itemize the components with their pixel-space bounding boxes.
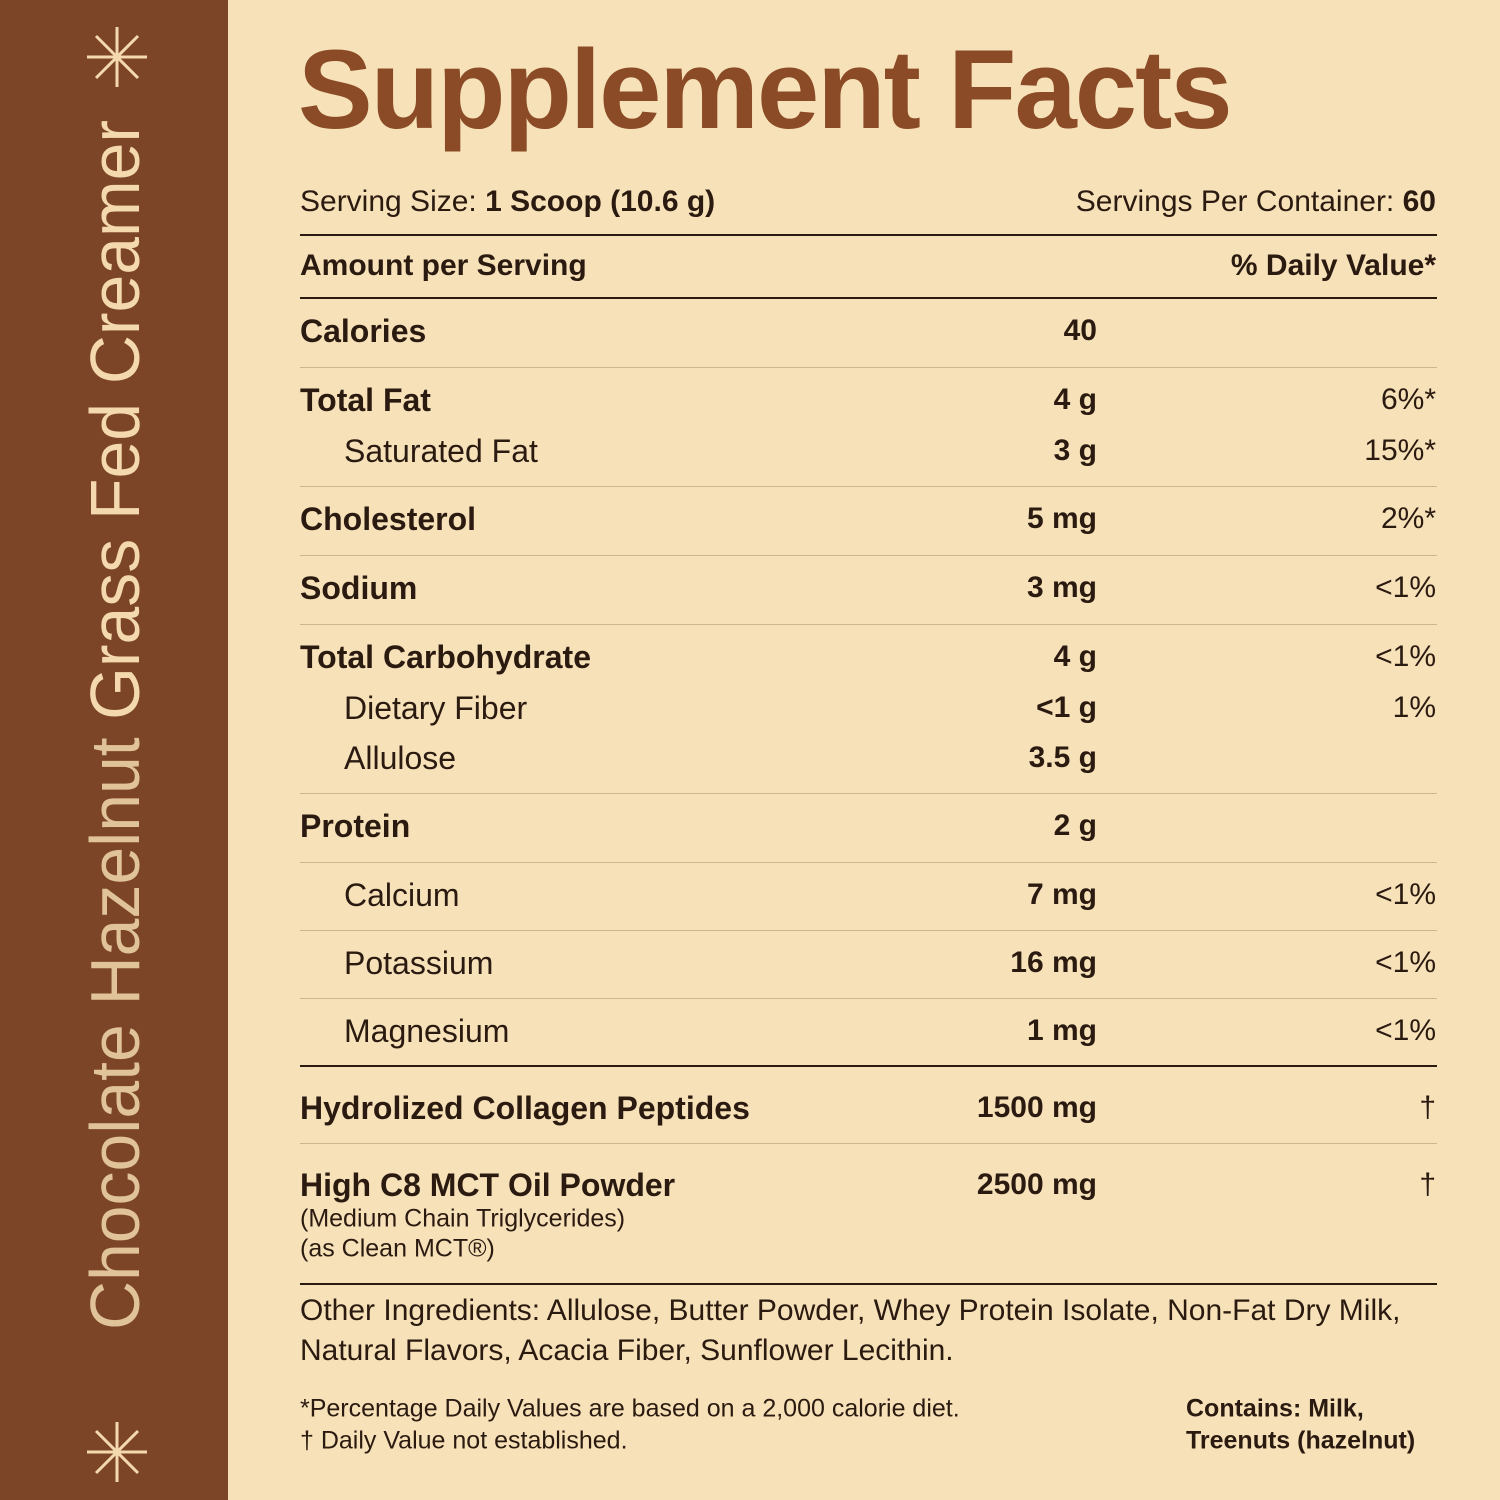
label: Serving Size: xyxy=(300,185,477,218)
daily-value: 6%* xyxy=(1380,383,1436,416)
amount: 3.5 g xyxy=(1028,741,1097,774)
note: (as Clean MCT®) xyxy=(300,1234,495,1263)
rule xyxy=(300,486,1437,487)
daily-value: 15%* xyxy=(1364,434,1436,467)
footnote: † Daily Value not established. xyxy=(300,1426,628,1455)
rule xyxy=(300,793,1437,794)
daily-value: 1% xyxy=(1392,691,1436,724)
amount: 40 xyxy=(1063,314,1097,347)
allergen: Contains: Milk, xyxy=(1186,1394,1364,1423)
sub-nutrient-name: Saturated Fat xyxy=(344,433,538,469)
nutrient-name: Calories xyxy=(300,313,427,349)
note: (Medium Chain Triglycerides) xyxy=(300,1204,626,1233)
amount: 1 mg xyxy=(1026,1014,1097,1047)
allergen: Treenuts (hazelnut) xyxy=(1186,1426,1416,1455)
daily-value: <1% xyxy=(1375,640,1436,673)
rule xyxy=(300,862,1437,863)
serving-size: Serving Size: 1 Scoop (10.6 g) xyxy=(300,187,715,217)
daily-value: <1% xyxy=(1375,1014,1436,1047)
amount: 3 mg xyxy=(1026,571,1097,604)
sidebar-art: Chocolate Hazelnut Grass Fed Creamer xyxy=(76,27,154,1482)
value: 1 Scoop (10.6 g) xyxy=(485,185,716,218)
sun-icon xyxy=(87,27,147,87)
nutrient-name: Hydrolized Collagen Peptides xyxy=(300,1090,750,1126)
amount: 4 g xyxy=(1053,383,1097,416)
amount: 2 g xyxy=(1053,809,1097,842)
daily-value: † xyxy=(1419,1168,1436,1201)
daily-value: <1% xyxy=(1375,571,1436,604)
sub-nutrient-name: Dietary Fiber xyxy=(344,690,528,726)
rule xyxy=(300,624,1437,625)
rule xyxy=(300,297,1437,299)
daily-value: † xyxy=(1419,1091,1436,1124)
daily-value: <1% xyxy=(1375,878,1436,911)
daily-value: 2%* xyxy=(1380,502,1436,535)
amount: 4 g xyxy=(1053,640,1097,673)
sub-nutrient-name: Calcium xyxy=(344,877,460,913)
footnote: *Percentage Daily Values are based on a … xyxy=(300,1394,960,1423)
header-amount: Amount per Serving xyxy=(300,249,587,282)
rule xyxy=(300,555,1437,556)
product-name: Chocolate Hazelnut Grass Fed Creamer xyxy=(76,120,154,1330)
rule xyxy=(300,1283,1437,1285)
amount: <1 g xyxy=(1036,691,1097,724)
sun-icon xyxy=(87,1422,147,1482)
header-dv: % Daily Value* xyxy=(1230,249,1436,282)
nutrient-name: Sodium xyxy=(300,570,418,606)
amount: 5 mg xyxy=(1026,502,1097,535)
rule xyxy=(300,367,1437,368)
product: Chocolate Hazelnut xyxy=(76,737,154,1330)
rule xyxy=(300,1065,1437,1067)
sub-nutrient-name: Magnesium xyxy=(344,1013,510,1049)
sidebar: Chocolate Hazelnut Grass Fed Creamer xyxy=(0,0,228,1500)
nutrient-name: Cholesterol xyxy=(300,501,477,537)
rule xyxy=(300,234,1437,236)
amount: 3 g xyxy=(1053,434,1097,467)
sub-nutrient-name: Allulose xyxy=(344,740,457,776)
sub-nutrient-name: Potassium xyxy=(344,945,494,981)
rule xyxy=(300,998,1437,999)
amount: 7 mg xyxy=(1026,878,1097,911)
variant: Grass Fed Creamer xyxy=(76,120,154,720)
label: Servings Per Container: xyxy=(1075,185,1395,218)
amount: 16 mg xyxy=(1010,946,1097,979)
servings-per-container: Servings Per Container: 60 xyxy=(1076,187,1436,217)
nutrient-name: Total Fat xyxy=(300,382,431,418)
rule xyxy=(300,1143,1437,1144)
nutrient-name: Total Carbohydrate xyxy=(300,639,591,675)
nutrient-name: High C8 MCT Oil Powder xyxy=(300,1167,676,1203)
ingredients: Other Ingredients: Allulose, Butter Powd… xyxy=(300,1294,1401,1367)
amount: 2500 mg xyxy=(976,1168,1097,1201)
value: 60 xyxy=(1402,185,1436,218)
rule xyxy=(300,930,1437,931)
amount: 1500 mg xyxy=(976,1091,1097,1124)
nutrient-name: Protein xyxy=(300,808,411,844)
daily-value: <1% xyxy=(1375,946,1436,979)
title: Supplement Facts xyxy=(298,27,1233,152)
